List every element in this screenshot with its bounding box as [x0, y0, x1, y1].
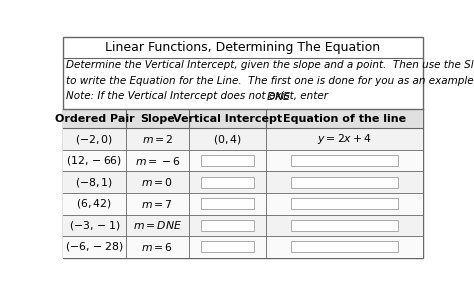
Text: $m = 7$: $m = 7$ — [141, 198, 173, 210]
Bar — [292, 155, 398, 166]
Text: $(-2, 0)$: $(-2, 0)$ — [75, 133, 113, 146]
Bar — [292, 177, 398, 188]
Text: $y = 2x + 4$: $y = 2x + 4$ — [317, 132, 372, 146]
Text: Note: If the Vertical Intercept does not exist, enter: Note: If the Vertical Intercept does not… — [66, 91, 331, 101]
Bar — [63, 193, 423, 215]
Bar — [63, 236, 423, 258]
Text: $(12, -66)$: $(12, -66)$ — [66, 154, 122, 167]
Text: Determine the Vertical Intercept, given the slope and a point.  Then use the Slo: Determine the Vertical Intercept, given … — [66, 60, 474, 70]
Text: $(6, 42)$: $(6, 42)$ — [76, 197, 112, 210]
Text: $m = 2$: $m = 2$ — [142, 133, 173, 145]
Bar — [292, 220, 398, 231]
Bar — [63, 150, 423, 171]
Text: Equation of the line: Equation of the line — [283, 114, 406, 124]
Bar — [63, 215, 423, 236]
Bar — [63, 171, 423, 193]
Text: $\mathit{DNE}$: $\mathit{DNE}$ — [266, 91, 292, 102]
Bar — [201, 220, 254, 231]
Text: $(-3, -1)$: $(-3, -1)$ — [69, 219, 120, 232]
Bar — [63, 109, 423, 128]
Bar — [292, 241, 398, 253]
Text: $(0, 4)$: $(0, 4)$ — [213, 133, 242, 146]
Text: Slope: Slope — [140, 114, 175, 124]
Text: $m = \mathit{DNE}$: $m = \mathit{DNE}$ — [133, 219, 182, 231]
Bar — [201, 198, 254, 209]
Text: Ordered Pair: Ordered Pair — [55, 114, 134, 124]
Text: Vertical Intercept: Vertical Intercept — [173, 114, 282, 124]
Text: $(-8, 1)$: $(-8, 1)$ — [75, 176, 113, 189]
Bar — [201, 241, 254, 253]
Text: $(-6, -28)$: $(-6, -28)$ — [65, 240, 124, 253]
Text: $m = 0$: $m = 0$ — [141, 176, 173, 188]
Text: Linear Functions, Determining The Equation: Linear Functions, Determining The Equati… — [105, 41, 381, 54]
Bar — [292, 198, 398, 209]
Bar — [201, 155, 254, 166]
Bar — [201, 177, 254, 188]
Text: $m = -6$: $m = -6$ — [135, 155, 180, 167]
Text: $m = 6$: $m = 6$ — [141, 241, 173, 253]
Bar — [63, 128, 423, 150]
Text: to write the Equation for the Line.  The first one is done for you as an example: to write the Equation for the Line. The … — [66, 77, 474, 86]
